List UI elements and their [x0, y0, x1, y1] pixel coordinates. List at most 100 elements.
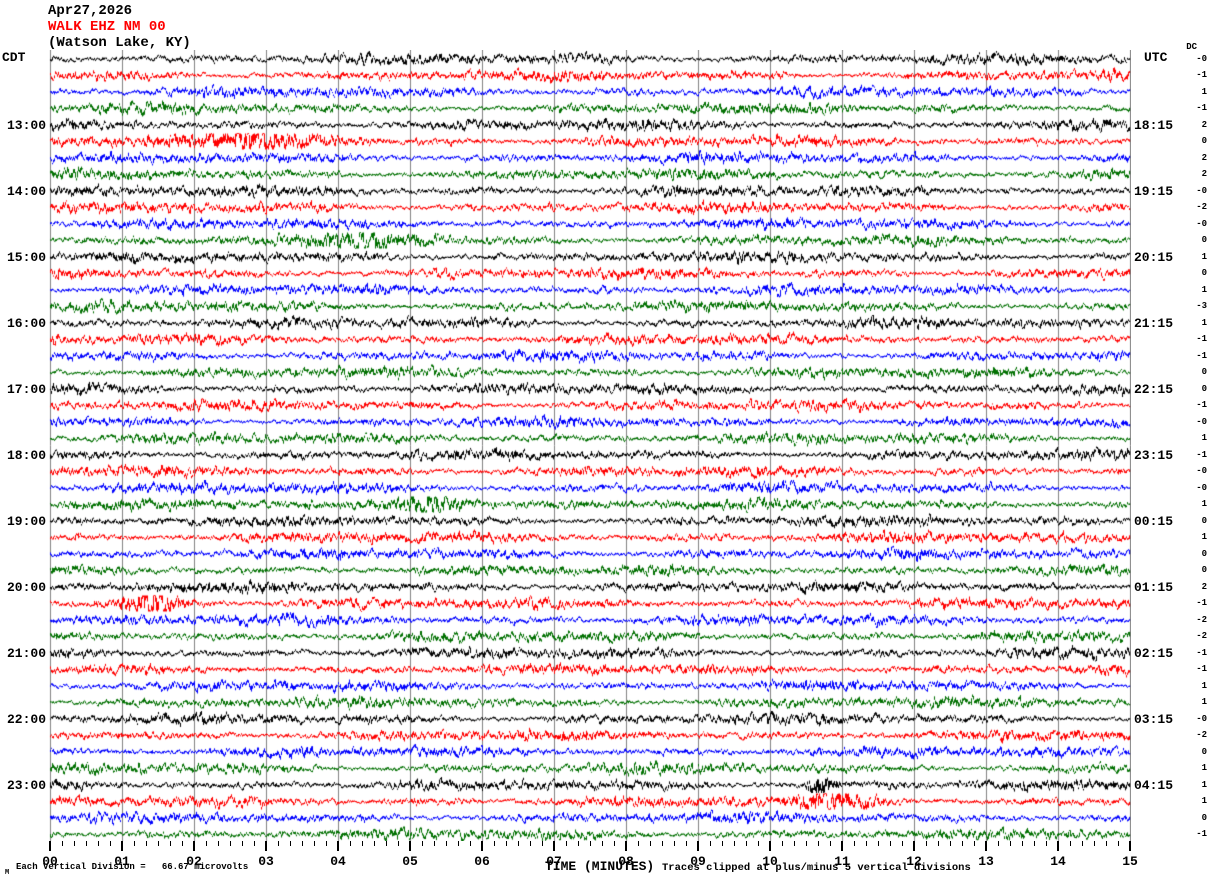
- minor-tick: [710, 841, 711, 846]
- left-time-label: 23:00: [6, 778, 46, 793]
- major-tick: [409, 841, 411, 851]
- minor-tick: [1010, 841, 1011, 846]
- minor-tick: [1034, 841, 1035, 846]
- minor-tick: [566, 841, 567, 846]
- right-time-label: 23:15: [1134, 448, 1174, 463]
- dc-value: 0: [1201, 515, 1207, 526]
- dc-value: 0: [1201, 548, 1207, 559]
- minor-tick: [578, 841, 579, 846]
- minor-tick: [374, 841, 375, 846]
- minor-tick: [206, 841, 207, 846]
- left-time-label: 17:00: [6, 382, 46, 397]
- minor-tick: [974, 841, 975, 846]
- minor-tick: [182, 841, 183, 846]
- dc-value: -1: [1196, 350, 1207, 361]
- dc-value: -2: [1196, 631, 1207, 641]
- left-time-label: 22:00: [6, 712, 46, 727]
- dc-value: -2: [1196, 202, 1207, 212]
- left-time-label: 14:00: [6, 184, 46, 199]
- minor-tick: [230, 841, 231, 846]
- x-tick-label: 07: [546, 854, 562, 869]
- minor-tick: [962, 841, 963, 846]
- x-tick-label: 13: [978, 854, 994, 869]
- minor-tick: [602, 841, 603, 846]
- dc-value: 1: [1201, 317, 1207, 328]
- minor-tick: [74, 841, 75, 846]
- dc-value: -1: [1196, 334, 1207, 344]
- minor-tick: [674, 841, 675, 846]
- minor-tick: [638, 841, 639, 846]
- dc-value: 1: [1201, 251, 1207, 262]
- right-time-label: 00:15: [1134, 514, 1174, 529]
- minor-tick: [590, 841, 591, 846]
- dc-value: -0: [1196, 416, 1207, 427]
- minor-tick: [134, 841, 135, 846]
- dc-value: -0: [1196, 466, 1207, 476]
- minor-tick: [746, 841, 747, 846]
- dc-value: -1: [1196, 664, 1207, 674]
- dc-value: 0: [1201, 367, 1207, 377]
- minor-tick: [470, 841, 471, 846]
- major-tick: [121, 841, 123, 851]
- x-tick-label: 10: [762, 854, 778, 869]
- left-timezone-label: CDT: [2, 50, 26, 65]
- dc-value: -1: [1196, 400, 1207, 410]
- minor-tick: [386, 841, 387, 846]
- minor-tick: [938, 841, 939, 846]
- minor-tick: [758, 841, 759, 846]
- dc-value: 0: [1201, 383, 1207, 394]
- x-tick-label: 04: [330, 854, 346, 869]
- minor-tick: [158, 841, 159, 846]
- x-tick-label: 05: [402, 854, 418, 869]
- major-tick: [1129, 841, 1131, 851]
- minor-tick: [398, 841, 399, 846]
- left-time-label: 19:00: [6, 514, 46, 529]
- dc-value: -0: [1196, 482, 1207, 493]
- dc-value: 0: [1201, 235, 1207, 245]
- dc-value: 0: [1201, 746, 1207, 757]
- dc-value: -2: [1196, 730, 1207, 740]
- minor-tick: [1082, 841, 1083, 846]
- minor-tick: [278, 841, 279, 846]
- dc-value: 2: [1201, 581, 1207, 592]
- minor-tick: [446, 841, 447, 846]
- major-tick: [1057, 841, 1059, 851]
- major-tick: [265, 841, 267, 851]
- dc-value: -1: [1196, 449, 1207, 460]
- minor-tick: [926, 841, 927, 846]
- minor-tick: [146, 841, 147, 846]
- right-time-label: 22:15: [1134, 382, 1174, 397]
- minor-tick: [1106, 841, 1107, 846]
- dc-value: -1: [1196, 70, 1207, 80]
- minor-tick: [866, 841, 867, 846]
- dc-value: 0: [1201, 136, 1207, 146]
- dc-value: 1: [1201, 86, 1207, 97]
- dc-value: -0: [1196, 53, 1207, 64]
- right-time-label: 04:15: [1134, 778, 1174, 793]
- major-tick: [913, 841, 915, 851]
- major-tick: [337, 841, 339, 851]
- x-tick-label: 09: [690, 854, 706, 869]
- minor-tick: [722, 841, 723, 846]
- major-tick: [49, 841, 51, 851]
- right-time-label: 19:15: [1134, 184, 1174, 199]
- right-time-label: 02:15: [1134, 646, 1174, 661]
- dc-value: 1: [1201, 779, 1207, 790]
- minor-tick: [1022, 841, 1023, 846]
- minor-tick: [1094, 841, 1095, 846]
- dc-value: -0: [1196, 185, 1207, 196]
- major-tick: [625, 841, 627, 851]
- dc-value: 1: [1201, 284, 1207, 295]
- dc-value: 2: [1201, 169, 1207, 179]
- right-time-label: 03:15: [1134, 712, 1174, 727]
- x-tick-label: 11: [834, 854, 850, 869]
- title-date: Apr27,2026: [48, 3, 133, 19]
- minor-tick: [650, 841, 651, 846]
- minor-tick: [542, 841, 543, 846]
- major-tick: [553, 841, 555, 851]
- major-tick: [193, 841, 195, 851]
- x-tick-label: 12: [906, 854, 922, 869]
- minor-tick: [434, 841, 435, 846]
- dc-value: 2: [1201, 119, 1207, 130]
- vertical-division-note: Each Vertical Division = 66.67 microvolt…: [16, 862, 249, 872]
